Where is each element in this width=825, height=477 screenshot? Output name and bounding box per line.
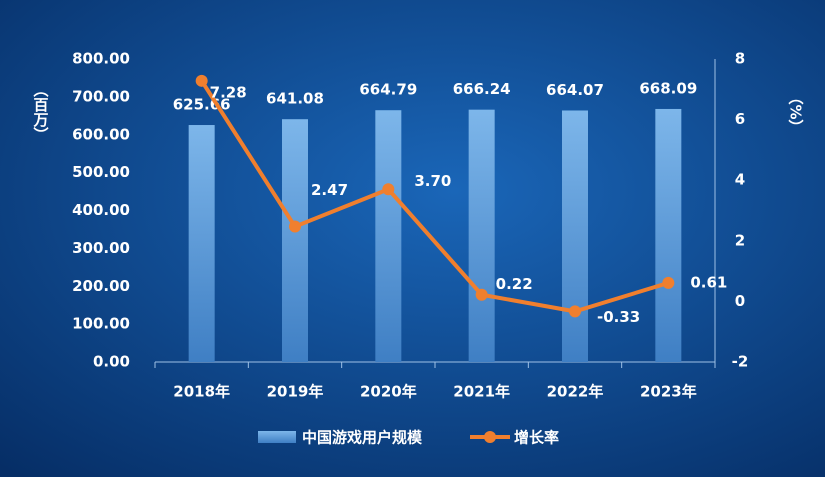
line-point xyxy=(289,220,301,233)
line-point xyxy=(382,183,395,196)
bar-value-label: 641.08 xyxy=(266,90,324,108)
line-value-label: 0.61 xyxy=(690,273,727,291)
x-tick-label: 2022年 xyxy=(547,383,604,401)
line-point xyxy=(475,288,488,301)
legend-swatch xyxy=(484,431,496,443)
bar xyxy=(468,109,495,363)
y2-tick-label: 4 xyxy=(735,171,745,189)
line-point xyxy=(195,74,208,87)
y-tick-label: 0.00 xyxy=(93,353,130,371)
y2-tick-label: -2 xyxy=(732,353,749,371)
x-tick-label: 2019年 xyxy=(267,383,324,401)
y2-axis-label: （%） xyxy=(787,89,805,134)
bar-value-label: 668.09 xyxy=(639,79,697,97)
y2-tick-label: 2 xyxy=(735,231,745,249)
x-tick-label: 2021年 xyxy=(453,383,510,401)
y2-tick-label: 6 xyxy=(735,110,745,128)
bar-value-label: 664.79 xyxy=(359,81,417,99)
bar-value-label: 666.24 xyxy=(453,80,511,98)
y-tick-label: 100.00 xyxy=(72,315,130,333)
line-value-label: -0.33 xyxy=(597,308,640,326)
y-tick-label: 200.00 xyxy=(72,277,130,295)
line-point xyxy=(662,276,675,289)
y2-tick-label: 8 xyxy=(735,50,745,68)
bar-value-label: 664.07 xyxy=(546,81,604,99)
legend-label: 中国游戏用户规模 xyxy=(302,429,423,447)
x-tick-label: 2023年 xyxy=(640,383,697,401)
y-tick-label: 700.00 xyxy=(72,87,130,105)
bar xyxy=(282,119,308,362)
y-tick-label: 300.00 xyxy=(72,239,130,257)
line xyxy=(199,79,669,314)
legend-label: 增长率 xyxy=(514,429,559,447)
line-value-label: 7.28 xyxy=(210,83,247,101)
y-tick-label: 400.00 xyxy=(72,201,130,219)
line-point xyxy=(569,305,581,318)
legend-swatch xyxy=(258,431,296,443)
y-tick-label: 600.00 xyxy=(72,125,130,143)
y2-tick-label: 0 xyxy=(735,292,745,310)
line-value-label: 0.22 xyxy=(496,275,533,293)
y-tick-label: 800.00 xyxy=(72,50,130,68)
y-axis-label: （百万） xyxy=(32,82,50,142)
line-value-label: 3.70 xyxy=(414,172,451,190)
bar xyxy=(655,108,682,363)
bar xyxy=(375,110,402,362)
x-tick-label: 2018年 xyxy=(173,383,230,401)
x-tick-label: 2020年 xyxy=(360,383,417,401)
bar xyxy=(188,125,215,362)
line-value-label: 2.47 xyxy=(311,181,348,199)
y-tick-label: 500.00 xyxy=(72,163,130,181)
bar xyxy=(562,110,588,362)
